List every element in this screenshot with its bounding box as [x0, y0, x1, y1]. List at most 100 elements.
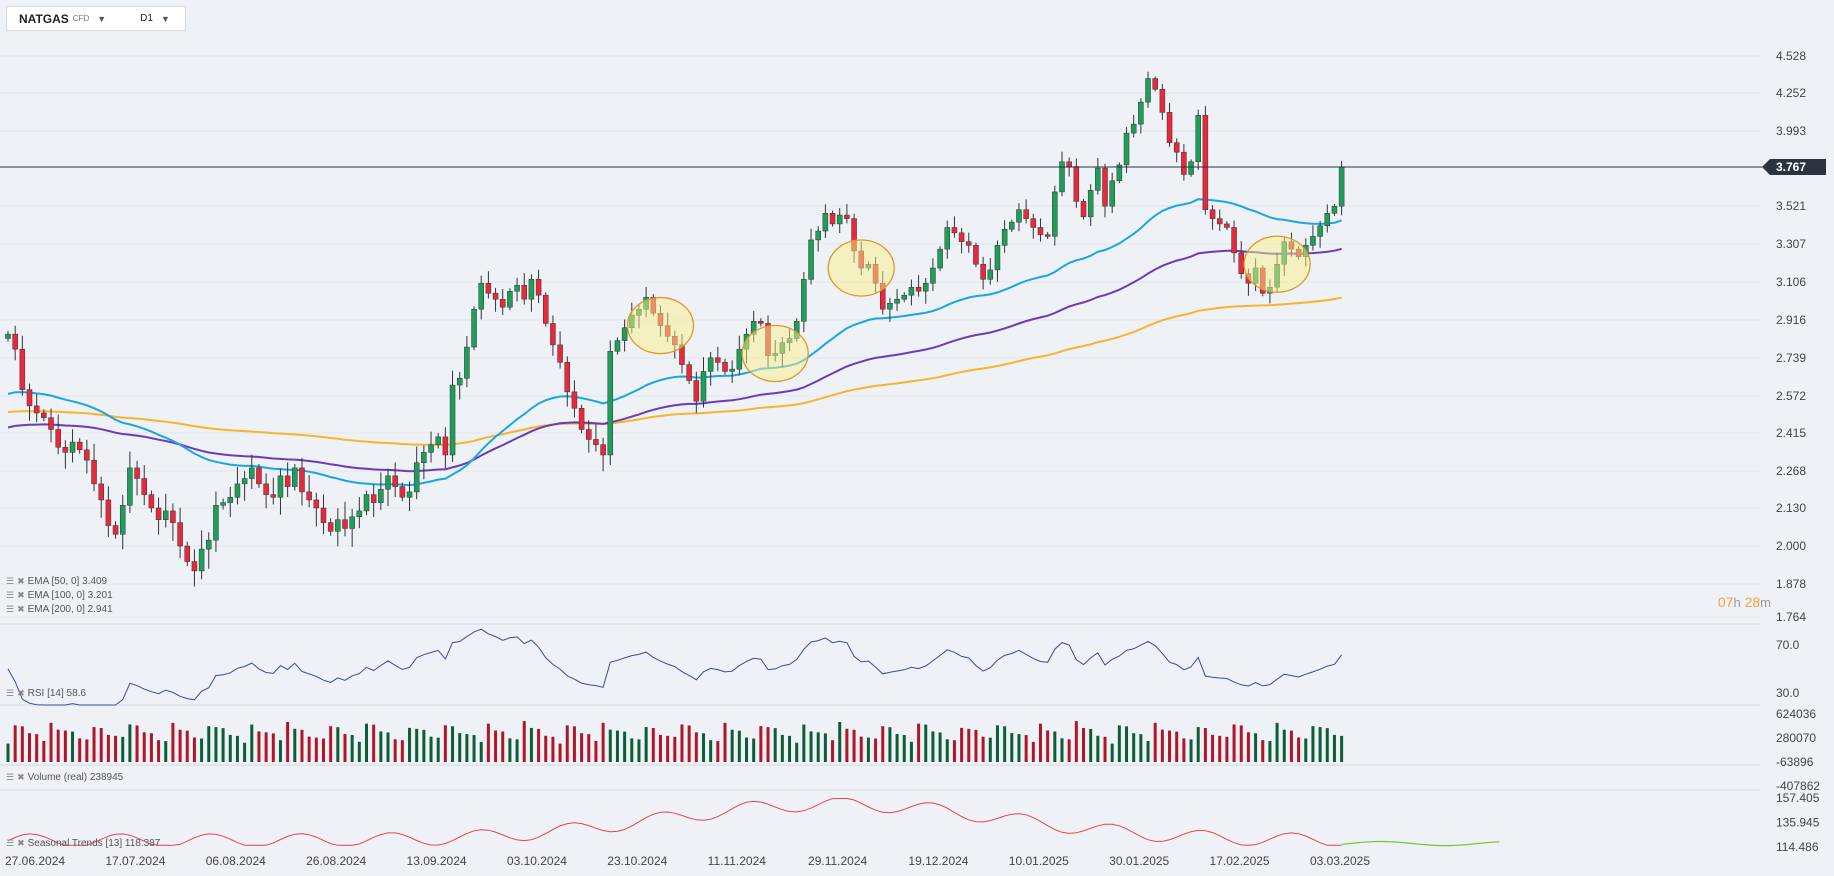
volume-bar: [472, 735, 476, 762]
volume-bar: [1175, 731, 1179, 762]
candle-body: [700, 371, 707, 402]
volume-bar: [400, 740, 404, 762]
candle: [313, 492, 320, 527]
price-tick-label: 3.993: [1776, 124, 1806, 138]
candle-body: [220, 502, 226, 506]
close-icon[interactable]: ✖: [17, 590, 25, 600]
list-icon[interactable]: ☰: [6, 590, 15, 600]
list-icon[interactable]: ☰: [6, 604, 15, 614]
candle-body: [1202, 115, 1209, 210]
candle-body: [729, 368, 735, 372]
candle: [1152, 76, 1158, 92]
close-icon[interactable]: ✖: [17, 576, 25, 586]
symbol-selector[interactable]: NATGAS CFD ▼ D1 ▼: [6, 6, 186, 31]
candle: [808, 228, 814, 285]
volume-bar: [572, 726, 576, 762]
volume-bar: [766, 727, 770, 762]
candle: [449, 370, 456, 462]
candle-body: [335, 519, 341, 532]
candle: [33, 393, 40, 423]
volume-bar: [974, 729, 978, 762]
volume-bar: [142, 732, 146, 762]
volume-bar: [931, 731, 935, 762]
volume-bar: [235, 735, 239, 762]
volume-bar: [486, 723, 490, 762]
candle-body: [894, 298, 900, 304]
candle: [435, 433, 441, 449]
x-tick-label: 19.12.2024: [908, 854, 968, 868]
list-icon[interactable]: ☰: [6, 576, 15, 586]
volume-bar: [1340, 735, 1344, 762]
candle: [127, 451, 133, 513]
candle: [521, 273, 527, 305]
volume-bar: [1146, 741, 1150, 762]
candle: [84, 439, 90, 474]
candle: [98, 476, 104, 518]
close-icon[interactable]: ✖: [17, 838, 25, 848]
symbol-name[interactable]: NATGAS: [19, 11, 69, 26]
candle: [1181, 144, 1187, 181]
candle: [41, 409, 47, 422]
close-icon[interactable]: ✖: [17, 604, 25, 614]
volume-bar: [343, 734, 347, 762]
volume-bar: [802, 724, 806, 762]
candle: [915, 275, 922, 297]
candle: [1166, 103, 1173, 147]
volume-bar: [1304, 738, 1308, 762]
candle-body: [1138, 101, 1144, 125]
volume-tick-label: -407862: [1776, 779, 1820, 793]
candle-body: [155, 507, 162, 520]
candle-body: [241, 478, 248, 485]
volume-bar: [1261, 740, 1265, 762]
candle: [1238, 241, 1244, 279]
close-icon[interactable]: ✖: [17, 688, 25, 698]
candle-body: [127, 467, 133, 506]
candle-body: [356, 510, 363, 518]
candle: [349, 508, 355, 547]
volume-bar: [1082, 727, 1085, 762]
volume-bar: [558, 743, 562, 762]
bar-countdown: 07h 28m: [1718, 594, 1771, 610]
volume-bar: [615, 730, 619, 762]
candle: [471, 306, 477, 351]
volume-bar: [852, 729, 856, 762]
candle: [148, 490, 155, 513]
volume-bar: [780, 734, 784, 762]
candle: [399, 482, 406, 502]
candle-body: [292, 467, 298, 487]
volume-bar: [393, 739, 397, 762]
candle: [836, 208, 843, 233]
candle: [320, 494, 327, 535]
candle-body: [363, 494, 370, 512]
candle: [507, 288, 513, 311]
volume-bar: [243, 742, 247, 762]
candle: [564, 356, 571, 407]
candle-body: [1066, 161, 1072, 167]
volume-bar: [1318, 727, 1322, 762]
candle: [1030, 213, 1037, 239]
candle: [76, 438, 83, 454]
close-icon[interactable]: ✖: [17, 772, 25, 782]
volume-bar: [221, 728, 225, 762]
candle: [234, 467, 241, 505]
caret-down-icon[interactable]: ▼: [97, 13, 107, 24]
candle: [155, 497, 162, 535]
candle: [822, 204, 829, 238]
candle: [844, 204, 850, 224]
candle-body: [48, 417, 54, 430]
volume-bar: [350, 735, 354, 762]
candle-body: [1073, 166, 1080, 202]
list-icon[interactable]: ☰: [6, 688, 15, 698]
volume-bar: [995, 725, 999, 762]
list-icon[interactable]: ☰: [6, 838, 15, 848]
list-icon[interactable]: ☰: [6, 772, 15, 782]
candle: [693, 371, 700, 414]
candle-body: [227, 497, 234, 503]
timeframe-selector[interactable]: D1: [140, 13, 153, 24]
candle: [198, 530, 205, 580]
caret-down-icon[interactable]: ▼: [160, 13, 170, 24]
rsi-tick-label: 30.0: [1776, 686, 1800, 700]
volume-bar: [515, 739, 519, 762]
candle-body: [1001, 229, 1008, 246]
